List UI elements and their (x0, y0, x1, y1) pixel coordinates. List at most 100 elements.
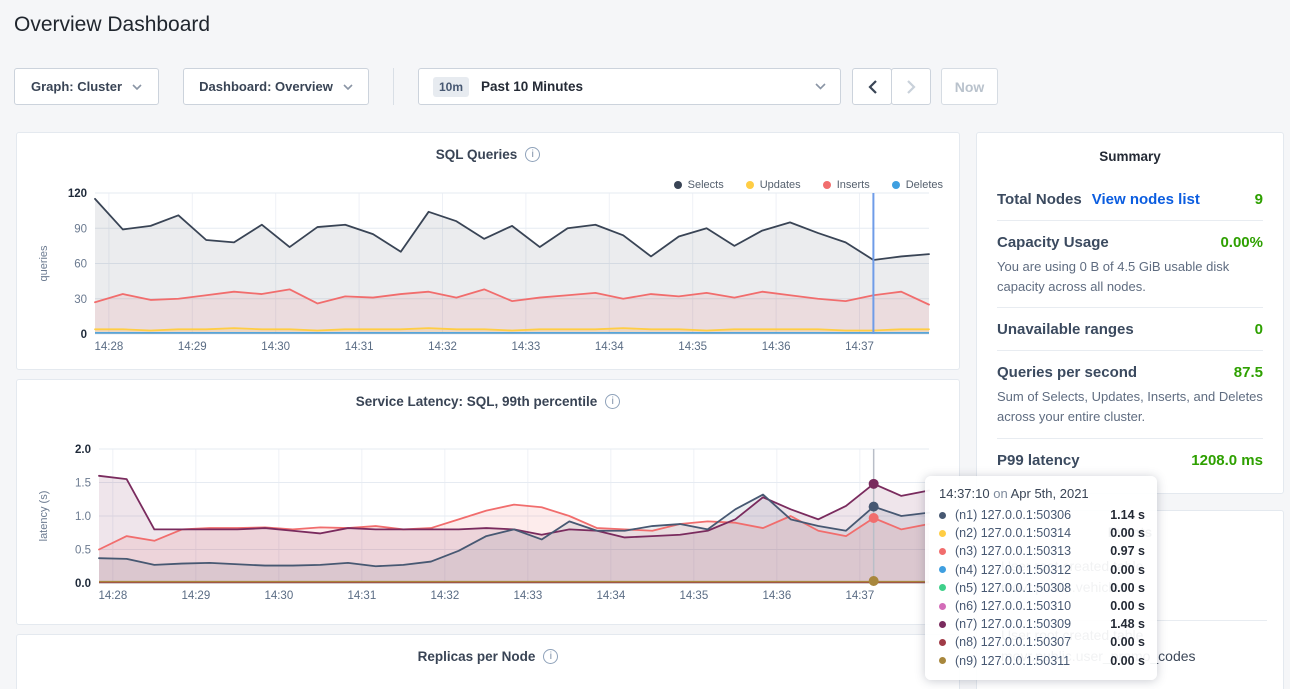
summary-row-total-nodes: Total Nodes View nodes list 9 (997, 178, 1263, 220)
info-icon[interactable] (605, 394, 621, 409)
svg-text:14:33: 14:33 (512, 341, 541, 353)
svg-text:30: 30 (74, 294, 87, 306)
svg-text:14:30: 14:30 (264, 590, 293, 602)
tooltip-node-value: 0.97 s (1110, 544, 1145, 559)
series-color-dot (939, 638, 946, 646)
chevron-left-icon (867, 79, 877, 94)
svg-text:14:37: 14:37 (845, 590, 874, 602)
legend-item-deletes[interactable]: Deletes (891, 179, 943, 191)
tooltip-node-value: 0.00 s (1110, 562, 1145, 577)
service-latency-card: Service Latency: SQL, 99th percentile 14… (16, 379, 960, 625)
tooltip-node-row: (n6) 127.0.0.1:50310 0.00 s (939, 597, 1145, 615)
legend-dot (891, 181, 900, 189)
legend-dot (673, 181, 682, 189)
svg-text:60: 60 (74, 259, 87, 271)
sql-queries-chart[interactable]: 14:28 14:29 14:30 14:31 14:32 14:33 14:34 14:35… (33, 187, 945, 359)
tooltip-node-label: (n2) 127.0.0.1:50314 (955, 526, 1072, 541)
sql-queries-card: SQL Queries Selects Updates Inserts Deletes… (16, 132, 960, 370)
tooltip-node-value: 0.00 s (1110, 653, 1145, 668)
summary-description: You are using 0 B of 4.5 GiB usable disk… (997, 259, 1230, 295)
series-color-dot (939, 657, 946, 665)
summary-row-unavailable-ranges: Unavailable ranges 0 (997, 308, 1263, 350)
svg-text:14:31: 14:31 (347, 590, 376, 602)
divider (997, 350, 1263, 352)
svg-text:14:34: 14:34 (595, 341, 624, 353)
dashboard-controls: Graph: Cluster Dashboard: Overview 10m P… (14, 68, 998, 105)
legend-item-updates[interactable]: Updates (745, 179, 801, 191)
svg-text:0.5: 0.5 (75, 545, 91, 557)
svg-text:1.5: 1.5 (75, 478, 91, 490)
svg-text:14:32: 14:32 (428, 341, 457, 353)
info-icon[interactable] (525, 147, 541, 162)
svg-text:14:36: 14:36 (762, 341, 791, 353)
chevron-down-icon (132, 83, 142, 90)
tooltip-node-row: (n7) 127.0.0.1:50309 1.48 s (939, 615, 1145, 633)
graph-dropdown[interactable]: Graph: Cluster (14, 68, 159, 105)
summary-value: 0.00% (1220, 234, 1263, 251)
dashboard-dropdown[interactable]: Dashboard: Overview (183, 68, 369, 105)
info-icon[interactable] (543, 649, 559, 664)
svg-text:14:32: 14:32 (430, 590, 459, 602)
summary-title: Summary (1099, 149, 1161, 164)
tooltip-node-value: 0.00 s (1110, 599, 1145, 614)
summary-label: P99 latency (997, 451, 1080, 469)
tooltip-node-value: 0.00 s (1110, 526, 1145, 541)
svg-text:14:37: 14:37 (845, 341, 874, 353)
legend-label: Deletes (905, 179, 943, 191)
svg-text:queries: queries (38, 245, 50, 282)
time-range-badge: 10m (433, 76, 470, 97)
series-color-dot (939, 566, 946, 574)
time-next-button[interactable] (891, 68, 931, 105)
tooltip-node-row: (n3) 127.0.0.1:50313 0.97 s (939, 542, 1145, 560)
svg-text:0.0: 0.0 (75, 578, 91, 590)
series-color-dot (939, 529, 946, 537)
legend-label: Selects (687, 179, 724, 191)
tooltip-node-label: (n8) 127.0.0.1:50307 (955, 635, 1072, 650)
chevron-down-icon (815, 83, 826, 90)
series-color-dot (939, 602, 946, 610)
time-prev-button[interactable] (852, 68, 892, 105)
summary-label: Capacity Usage (997, 234, 1109, 251)
dashboard-dropdown-label: Dashboard: Overview (199, 79, 333, 94)
svg-text:14:29: 14:29 (181, 590, 210, 602)
summary-value: 87.5 (1233, 364, 1263, 382)
chart-legend: Selects Updates Inserts Deletes (673, 179, 943, 191)
divider (997, 437, 1263, 439)
page-title: Overview Dashboard (14, 13, 211, 36)
summary-value: 0 (1254, 321, 1263, 339)
summary-value: 1208.0 ms (1191, 451, 1263, 469)
service-latency-chart[interactable]: 14:28 14:29 14:30 14:31 14:32 14:33 14:34 14:35… (33, 441, 945, 611)
time-range-label: Past 10 Minutes (481, 79, 584, 94)
view-nodes-list-link[interactable]: View nodes list (1091, 191, 1200, 208)
divider (997, 307, 1263, 309)
summary-description: Sum of Selects, Updates, Inserts, and De… (997, 389, 1263, 425)
tooltip-node-label: (n4) 127.0.0.1:50312 (955, 562, 1072, 577)
svg-text:0: 0 (81, 329, 87, 341)
time-range-select[interactable]: 10m Past 10 Minutes (418, 68, 841, 105)
svg-text:120: 120 (68, 188, 87, 200)
tooltip-node-row: (n8) 127.0.0.1:50307 0.00 s (939, 633, 1145, 651)
summary-panel: Summary Total Nodes View nodes list 9 Ca… (976, 132, 1284, 494)
svg-text:2.0: 2.0 (75, 444, 91, 456)
summary-row-capacity-usage: Capacity Usage 0.00% (997, 221, 1263, 263)
summary-value: 9 (1254, 191, 1263, 208)
svg-text:14:35: 14:35 (679, 590, 708, 602)
tooltip-timestamp: 14:37:10 on Apr 5th, 2021 (939, 486, 1089, 501)
chart-hover-tooltip: 14:37:10 on Apr 5th, 2021 (n1) 127.0.0.1… (925, 476, 1157, 680)
legend-item-inserts[interactable]: Inserts (822, 179, 870, 191)
svg-text:14:28: 14:28 (98, 590, 127, 602)
legend-dot (822, 181, 831, 189)
series-color-dot (939, 511, 946, 519)
chart-title: SQL Queries (435, 147, 518, 162)
now-button[interactable]: Now (941, 68, 998, 105)
chevron-right-icon (906, 79, 916, 94)
summary-label: Unavailable ranges (997, 321, 1134, 339)
legend-item-selects[interactable]: Selects (673, 179, 724, 191)
svg-text:14:35: 14:35 (678, 341, 707, 353)
tooltip-node-row: (n4) 127.0.0.1:50312 0.00 s (939, 561, 1145, 579)
summary-row-queries-per-second: Queries per second 87.5 (997, 351, 1263, 393)
tooltip-node-value: 1.48 s (1110, 617, 1145, 632)
svg-text:14:33: 14:33 (513, 590, 542, 602)
svg-text:14:36: 14:36 (762, 590, 791, 602)
